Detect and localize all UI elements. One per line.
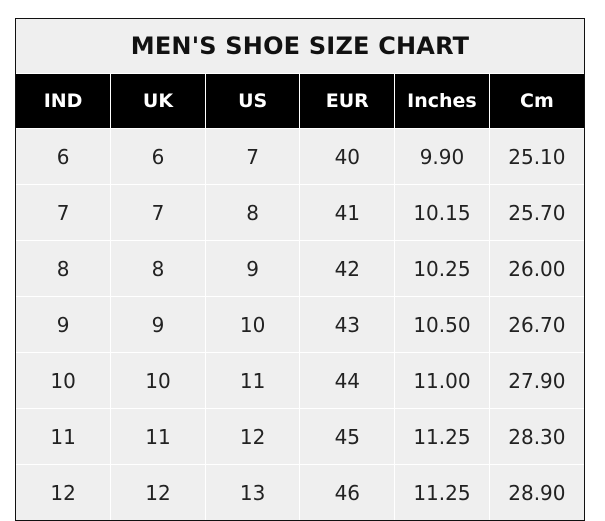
cell-inches: 11.00 [394, 352, 490, 409]
cell-us: 9 [204, 240, 300, 297]
cell-cm: 26.70 [488, 296, 584, 353]
chart-title: MEN'S SHOE SIZE CHART [16, 19, 584, 74]
cell-cm: 25.70 [488, 184, 584, 241]
cell-uk: 11 [110, 408, 206, 465]
column-header-inches: Inches [394, 74, 490, 129]
cell-cm: 27.90 [488, 352, 584, 409]
column-header-ind: IND [16, 74, 111, 129]
size-table: IND UK US EUR Inches Cm 6 6 7 40 9.90 25.10 7 7 8 41 10… [16, 74, 584, 520]
cell-eur: 40 [299, 128, 395, 185]
cell-ind: 11 [16, 408, 111, 465]
cell-us: 8 [204, 184, 300, 241]
cell-uk: 12 [110, 464, 206, 520]
cell-uk: 7 [110, 184, 206, 241]
cell-eur: 44 [299, 352, 395, 409]
cell-cm: 28.30 [488, 408, 584, 465]
cell-uk: 10 [110, 352, 206, 409]
header-row: IND UK US EUR Inches Cm [16, 74, 584, 129]
cell-eur: 42 [299, 240, 395, 297]
cell-inches: 10.50 [394, 296, 490, 353]
cell-ind: 6 [16, 128, 111, 185]
cell-inches: 11.25 [394, 464, 490, 520]
cell-uk: 6 [110, 128, 206, 185]
table-row: 9 9 10 43 10.50 26.70 [16, 296, 584, 353]
cell-ind: 7 [16, 184, 111, 241]
cell-us: 12 [204, 408, 300, 465]
cell-cm: 26.00 [488, 240, 584, 297]
column-header-uk: UK [110, 74, 206, 129]
cell-eur: 43 [299, 296, 395, 353]
table-row: 10 10 11 44 11.00 27.90 [16, 352, 584, 409]
cell-eur: 46 [299, 464, 395, 520]
cell-uk: 9 [110, 296, 206, 353]
column-header-us: US [204, 74, 300, 129]
column-header-cm: Cm [488, 74, 584, 129]
cell-cm: 25.10 [488, 128, 584, 185]
cell-uk: 8 [110, 240, 206, 297]
cell-inches: 11.25 [394, 408, 490, 465]
table-row: 12 12 13 46 11.25 28.90 [16, 464, 584, 520]
cell-us: 13 [204, 464, 300, 520]
table-row: 8 8 9 42 10.25 26.00 [16, 240, 584, 297]
cell-us: 7 [204, 128, 300, 185]
cell-us: 11 [204, 352, 300, 409]
cell-inches: 10.15 [394, 184, 490, 241]
cell-us: 10 [204, 296, 300, 353]
size-chart: MEN'S SHOE SIZE CHART IND UK US EUR Inches Cm… [15, 18, 585, 521]
table-row: 6 6 7 40 9.90 25.10 [16, 128, 584, 185]
cell-eur: 41 [299, 184, 395, 241]
cell-ind: 10 [16, 352, 111, 409]
table-row: 7 7 8 41 10.15 25.70 [16, 184, 584, 241]
cell-ind: 12 [16, 464, 111, 520]
cell-inches: 10.25 [394, 240, 490, 297]
cell-inches: 9.90 [394, 128, 490, 185]
column-header-eur: EUR [299, 74, 395, 129]
cell-ind: 8 [16, 240, 111, 297]
cell-ind: 9 [16, 296, 111, 353]
cell-cm: 28.90 [488, 464, 584, 520]
table-row: 11 11 12 45 11.25 28.30 [16, 408, 584, 465]
cell-eur: 45 [299, 408, 395, 465]
